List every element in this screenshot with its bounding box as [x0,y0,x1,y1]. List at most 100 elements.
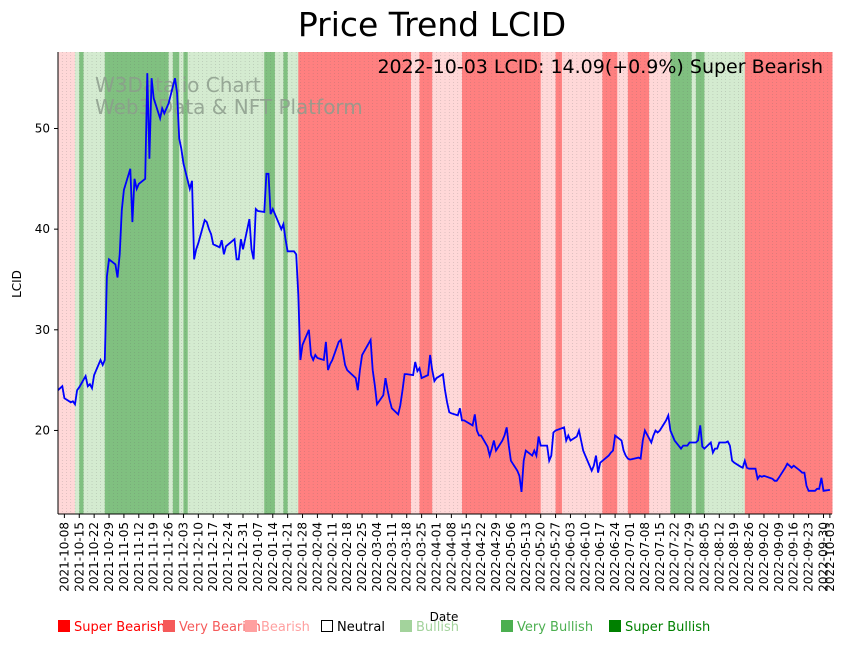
x-tick-label: 2021-12-03 [176,522,190,592]
trend-band-bearish [58,52,76,514]
x-tick-label: 2021-12-17 [206,522,220,592]
legend-item-very-bullish: Very Bullish [501,620,593,635]
x-tick-label: 2022-08-12 [712,522,726,592]
x-tick-label: 2022-02-25 [355,522,369,592]
x-tick-label: 2022-03-18 [400,522,414,592]
x-tick-label: 2022-02-18 [340,522,354,592]
x-tick-label: 2022-08-05 [697,522,711,592]
trend-band-very-bearish [298,52,412,514]
x-tick-label: 2022-04-29 [489,522,503,592]
trend-band-bullish [75,52,80,514]
legend-swatch [245,620,257,632]
trend-band-very-bullish [670,52,693,514]
x-tick-label: 2022-09-02 [757,522,771,592]
x-tick-label: 2022-02-04 [310,522,324,592]
x-tick-label: 2022-04-22 [474,522,488,592]
y-tick-label: 40 [35,222,50,236]
trend-band-bullish [83,52,106,514]
x-tick-label: 2022-05-13 [519,522,533,592]
trend-band-very-bullish [104,52,170,514]
x-tick-label: 2021-12-31 [236,522,250,592]
trend-band-very-bearish [602,52,618,514]
y-tick-label: 50 [35,121,50,135]
x-tick-label: 2022-01-14 [266,522,280,592]
x-tick-label: 2022-01-21 [281,522,295,592]
trend-bands [58,52,833,514]
x-tick-label: 2021-11-12 [132,522,146,592]
trend-band-bullish [187,52,265,514]
x-tick-label: 2022-04-08 [444,522,458,592]
x-tick-label: 2021-12-24 [221,522,235,592]
trend-band-bullish [691,52,697,514]
trend-band-bullish [287,52,299,514]
trend-band-bearish [432,52,463,514]
x-tick-label: 2022-06-03 [563,522,577,592]
x-tick-label: 2022-03-04 [370,522,384,592]
legend-swatch [400,620,412,632]
y-axis-label: LCID [10,270,24,298]
trend-band-very-bearish [462,52,542,514]
legend-item-super-bullish: Super Bullish [609,620,710,635]
x-tick-label: 2022-03-11 [385,522,399,592]
trend-band-bearish [410,52,420,514]
x-tick-label: 2022-05-20 [534,522,548,592]
x-tick-label: 2022-09-16 [787,522,801,592]
trend-band-bearish [617,52,629,514]
trend-band-very-bullish [264,52,276,514]
x-tick-label: 2021-11-05 [117,522,131,592]
legend-swatch [609,620,621,632]
legend-label: Very Bullish [517,620,594,635]
legend-item-neutral: Neutral [321,620,385,635]
x-tick-label: 2022-04-15 [459,522,473,592]
legend-item-bullish: Bullish [400,620,459,635]
trend-band-very-bearish [627,52,650,514]
x-tick-label: 2022-06-10 [578,522,592,592]
x-tick-label: 2022-03-25 [415,522,429,592]
legend-item-very-bearish: Very Bearish [163,620,261,635]
x-tick-label: 2022-04-01 [429,522,443,592]
legend-label: Bearish [261,620,310,635]
trend-band-bullish [274,52,284,514]
y-tick-label: 20 [35,423,50,437]
legend-label: Very Bearish [179,620,261,635]
trend-band-bullish [704,52,746,514]
x-tick-label: 2022-01-07 [251,522,265,592]
x-axis-label: Date [430,610,459,624]
x-tick-label: 2021-10-15 [72,522,86,592]
legend-swatch [321,620,333,632]
legend-label: Super Bullish [625,620,711,635]
trend-band-very-bearish [744,52,833,514]
x-tick-label: 2022-02-11 [325,522,339,592]
legend-label: Bullish [416,620,460,635]
x-tick-label: 2022-08-19 [727,522,741,592]
y-tick-label: 30 [35,323,50,337]
x-tick-label: 2022-01-28 [296,522,310,592]
trend-band-very-bullish [283,52,289,514]
vertical-grid [57,52,833,514]
x-tick-label: 2021-11-26 [162,522,176,592]
trend-band-very-bearish [555,52,563,514]
x-tick-label: 2022-09-23 [802,522,816,592]
chart-title: Price Trend LCID [298,5,566,44]
legend-label: Super Bearish [74,620,166,635]
x-tick-label: 2022-06-17 [593,522,607,592]
x-tick-label: 2022-09-30 [816,522,830,592]
trend-band-bearish [540,52,557,514]
trend-band-very-bullish [172,52,180,514]
series-line-lcid [57,73,831,493]
latest-annotation: 2022-10-03 LCID: 14.09(+0.9%) Super Bear… [377,56,823,78]
x-tick-label: 2022-05-27 [549,522,563,592]
x-tick-label: 2021-10-22 [87,522,101,592]
x-tick-label: 2022-07-22 [668,522,682,592]
x-tick-label: 2022-10-03 [823,522,837,592]
x-tick-label: 2021-11-19 [147,522,161,592]
trend-band-very-bullish [183,52,189,514]
legend-swatch [501,620,513,632]
legend-swatch [58,620,70,632]
trend-band-bullish [179,52,184,514]
trend-band-bullish [168,52,174,514]
trend-band-very-bullish [79,52,85,514]
legend-label: Neutral [337,620,385,635]
